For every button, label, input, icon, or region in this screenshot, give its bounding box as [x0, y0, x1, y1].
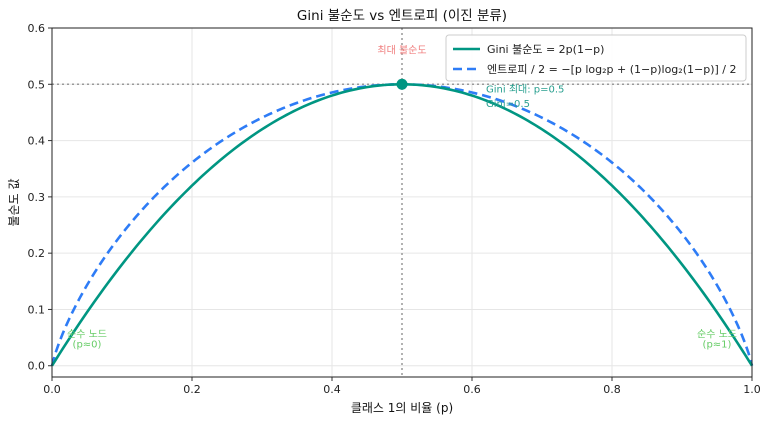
y-tick-label: 0.5 — [28, 78, 46, 91]
x-tick-label: 0.6 — [463, 383, 481, 396]
y-tick-label: 0.6 — [28, 22, 46, 35]
x-tick-label: 0.0 — [43, 383, 61, 396]
y-tick-label: 0.0 — [28, 360, 46, 373]
max-point-marker — [396, 78, 408, 90]
annotation: 순수 노드 — [67, 329, 107, 341]
y-tick-label: 0.3 — [28, 191, 46, 204]
chart-title: Gini 불순도 vs 엔트로피 (이진 분류) — [297, 8, 507, 24]
annotation: 최대 불순도 — [377, 44, 426, 56]
y-axis-label: 불순도 값 — [7, 179, 21, 227]
y-tick-label: 0.1 — [28, 303, 46, 316]
legend-label: Gini 불순도 = 2p(1−p) — [487, 43, 604, 56]
x-tick-label: 0.4 — [323, 383, 341, 396]
x-axis-label: 클래스 1의 비율 (p) — [351, 401, 453, 415]
x-tick-label: 1.0 — [743, 383, 761, 396]
legend-label: 엔트로피 / 2 = −[p log₂p + (1−p)log₂(1−p)] /… — [487, 63, 736, 76]
annotation: Gini=0.5 — [486, 99, 530, 110]
y-tick-label: 0.2 — [28, 247, 46, 260]
x-tick-label: 0.8 — [603, 383, 621, 396]
annotation: (p≈1) — [703, 340, 732, 351]
legend-box — [445, 34, 747, 82]
annotation: 순수 노드 — [697, 329, 737, 341]
x-tick-label: 0.2 — [183, 383, 201, 396]
plot-frame — [51, 27, 753, 378]
y-tick-label: 0.4 — [28, 135, 46, 148]
annotation: (p≈0) — [73, 340, 102, 351]
annotation: Gini 최대: p=0.5 — [486, 84, 564, 96]
